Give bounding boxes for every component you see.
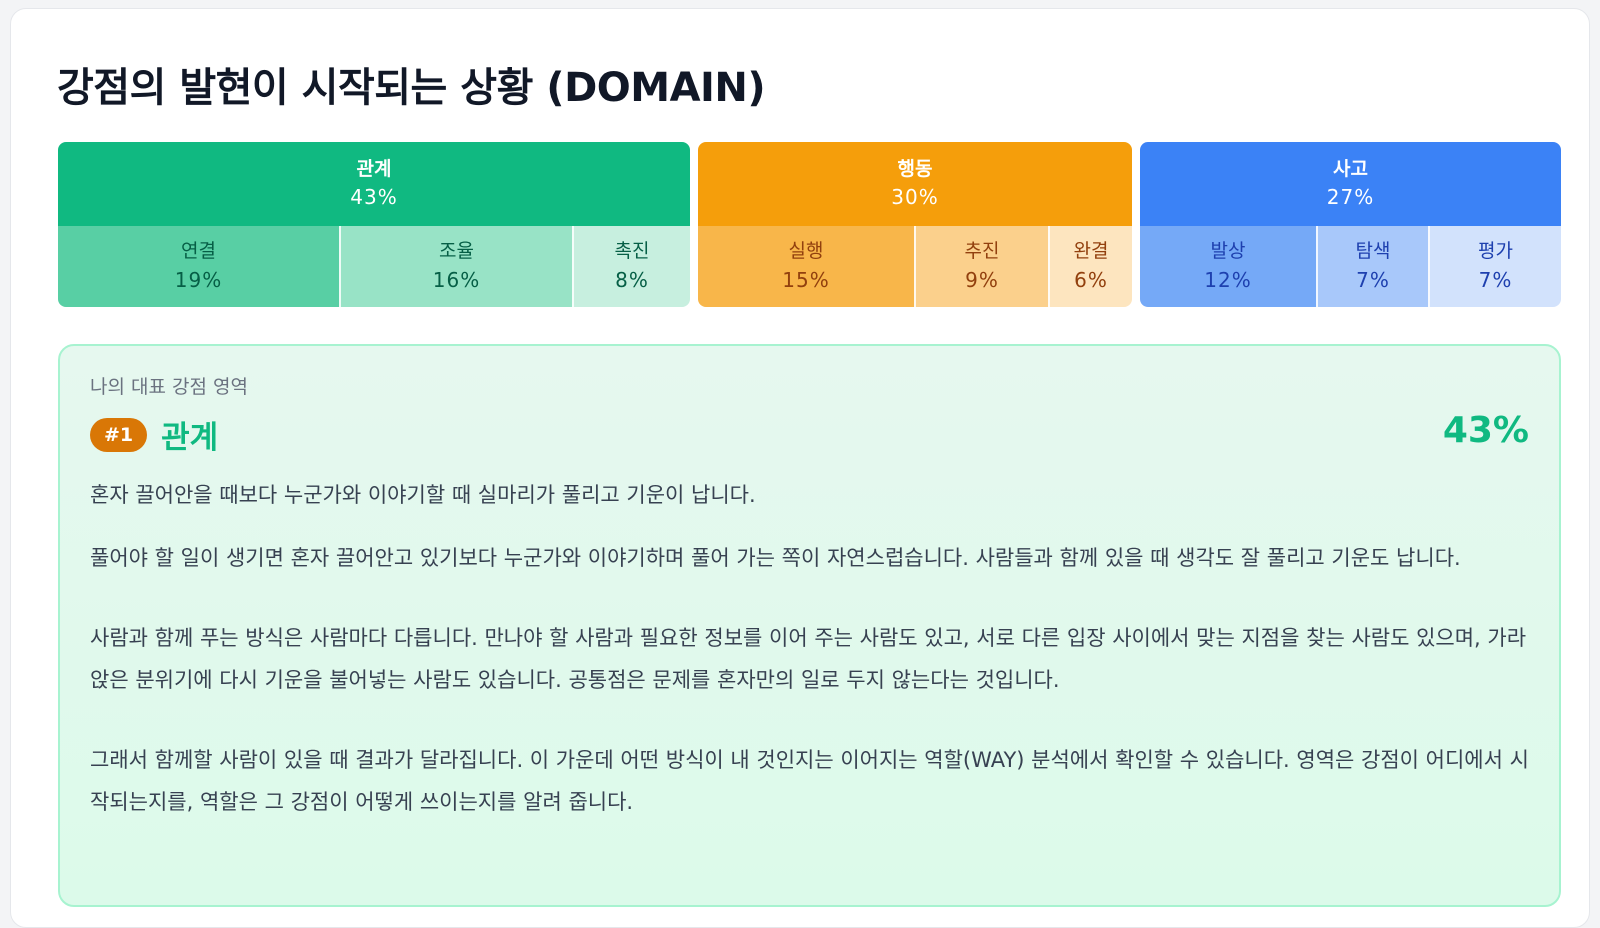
- domain-card: 강점의 발현이 시작되는 상황 (DOMAIN) 관계 43% 연결 19% 조…: [10, 8, 1590, 928]
- top-domain-name: 관계: [161, 420, 219, 456]
- domain-distribution: 관계 43% 연결 19% 조율 16% 촉진 8%: [58, 142, 1561, 307]
- domain-percent: 43%: [350, 185, 398, 210]
- domain-header: 사고 27%: [1140, 142, 1561, 226]
- domain-header: 행동 30%: [698, 142, 1132, 226]
- subdomain-cell: 추진 9%: [916, 226, 1050, 307]
- subdomain-cell: 발상 12%: [1140, 226, 1318, 307]
- subdomain-row: 실행 15% 추진 9% 완결 6%: [698, 226, 1132, 307]
- domain-group-relationship: 관계 43% 연결 19% 조율 16% 촉진 8%: [58, 142, 690, 307]
- domain-header: 관계 43%: [58, 142, 690, 226]
- subdomain-name: 촉진: [614, 240, 650, 263]
- page-title: 강점의 발현이 시작되는 상황 (DOMAIN): [57, 65, 766, 111]
- subdomain-cell: 촉진 8%: [574, 226, 690, 307]
- subdomain-name: 탐색: [1355, 240, 1391, 263]
- subdomain-percent: 9%: [965, 267, 999, 292]
- subdomain-percent: 8%: [615, 267, 649, 292]
- subdomain-name: 완결: [1073, 240, 1109, 263]
- top-domain-percent: 43%: [1442, 410, 1529, 451]
- rank-row: #1 관계: [90, 412, 218, 457]
- subdomain-cell: 완결 6%: [1050, 226, 1132, 307]
- top-domain-panel: 나의 대표 강점 영역 #1 관계 43% 혼자 끌어안을 때보다 누군가와 이…: [58, 344, 1561, 907]
- subdomain-name: 추진: [964, 240, 1000, 263]
- subdomain-row: 연결 19% 조율 16% 촉진 8%: [58, 226, 690, 307]
- subdomain-cell: 실행 15%: [698, 226, 916, 307]
- body-paragraph: 사람과 함께 푸는 방식은 사람마다 다릅니다. 만나야 할 사람과 필요한 정…: [90, 626, 1527, 692]
- domain-name: 관계: [356, 157, 392, 180]
- subdomain-percent: 7%: [1478, 267, 1513, 292]
- subdomain-percent: 7%: [1356, 267, 1390, 292]
- domain-group-action: 행동 30% 실행 15% 추진 9% 완결 6%: [698, 142, 1132, 307]
- subdomain-name: 연결: [181, 240, 216, 263]
- body-paragraph: 그래서 함께할 사람이 있을 때 결과가 달라집니다. 이 가운데 어떤 방식이…: [90, 748, 1529, 814]
- subdomain-percent: 19%: [174, 267, 223, 292]
- subdomain-cell: 연결 19%: [58, 226, 341, 307]
- subdomain-percent: 15%: [782, 267, 830, 292]
- subdomain-cell: 탐색 7%: [1318, 226, 1430, 307]
- subdomain-name: 조율: [439, 240, 474, 263]
- panel-body: 풀어야 할 일이 생기면 혼자 끌어안고 있기보다 누군가와 이야기하며 풀어 …: [90, 537, 1530, 861]
- body-paragraph: 풀어야 할 일이 생기면 혼자 끌어안고 있기보다 누군가와 이야기하며 풀어 …: [90, 546, 1461, 570]
- domain-name: 사고: [1333, 157, 1368, 180]
- panel-eyebrow: 나의 대표 강점 영역: [90, 376, 248, 398]
- subdomain-percent: 12%: [1204, 267, 1252, 292]
- subdomain-cell: 조율 16%: [341, 226, 574, 307]
- panel-lead-text: 혼자 끌어안을 때보다 누군가와 이야기할 때 실마리가 풀리고 기운이 납니다…: [90, 483, 756, 507]
- rank-badge: #1: [90, 417, 148, 452]
- subdomain-row: 발상 12% 탐색 7% 평가 7%: [1140, 226, 1561, 307]
- subdomain-name: 실행: [788, 240, 824, 263]
- domain-name: 행동: [897, 157, 933, 180]
- subdomain-percent: 16%: [432, 267, 481, 292]
- domain-percent: 27%: [1326, 185, 1375, 210]
- domain-percent: 30%: [891, 185, 939, 210]
- subdomain-cell: 평가 7%: [1430, 226, 1561, 307]
- subdomain-name: 발상: [1210, 240, 1246, 263]
- domain-group-thinking: 사고 27% 발상 12% 탐색 7% 평가 7%: [1140, 142, 1561, 307]
- subdomain-name: 평가: [1478, 240, 1513, 263]
- subdomain-percent: 6%: [1074, 267, 1108, 292]
